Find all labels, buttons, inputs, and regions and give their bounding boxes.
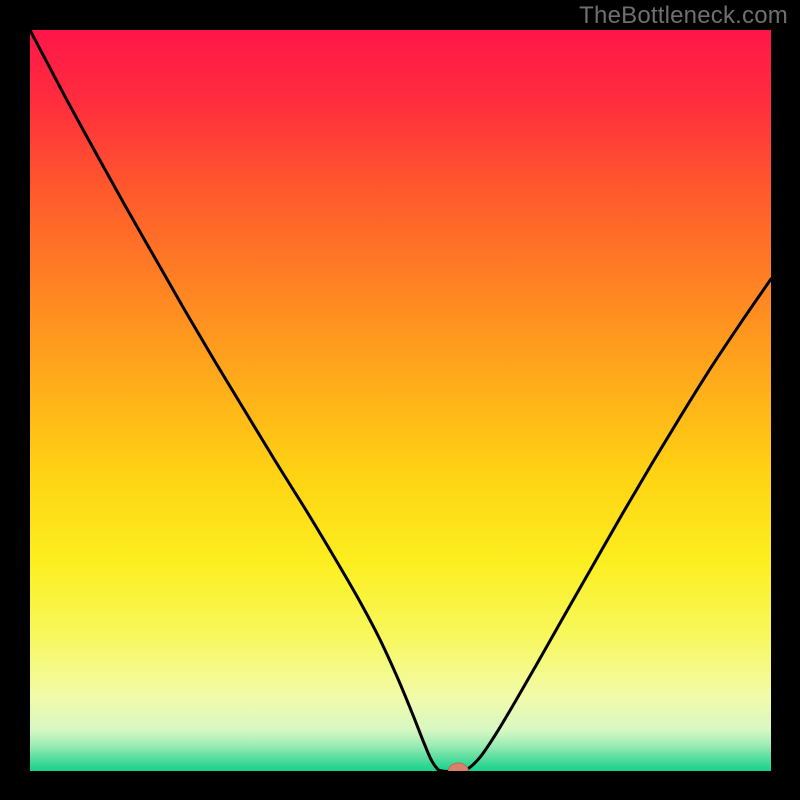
chart-background xyxy=(30,30,771,771)
page-frame: TheBottleneck.com xyxy=(0,0,800,800)
watermark-text: TheBottleneck.com xyxy=(579,2,788,30)
bottleneck-chart xyxy=(30,30,771,771)
